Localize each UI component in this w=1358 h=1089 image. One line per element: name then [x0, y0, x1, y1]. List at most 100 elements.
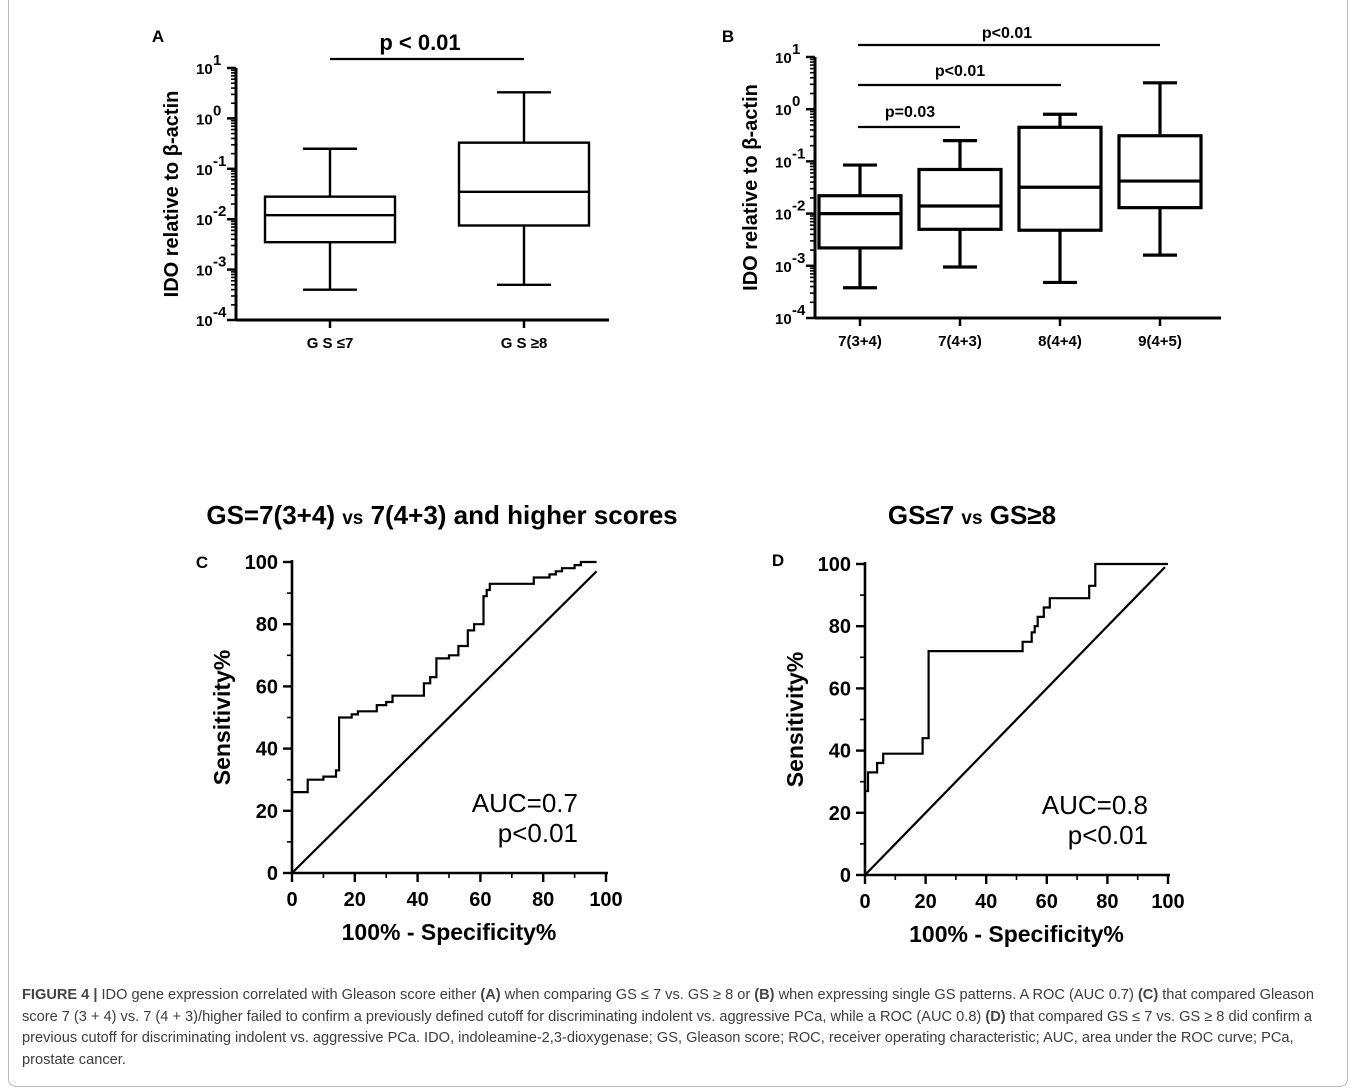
y-tick-exponent: -3	[213, 254, 226, 271]
x-tick-label: 60	[1036, 891, 1058, 913]
p-value-annotation: p<0.01	[498, 818, 578, 848]
box-1	[817, 163, 903, 290]
y-tick-label: 10	[196, 313, 213, 330]
y-tick-exponent: 0	[213, 102, 221, 119]
roc-curve	[865, 562, 1168, 793]
iqr-box	[1117, 134, 1203, 210]
x-tick-label: 0	[859, 891, 870, 913]
chart-title-part: GS=7(3+4)	[206, 500, 342, 530]
x-axis-title: 100% - Specificity%	[909, 921, 1124, 947]
y-tick-label: 10	[775, 154, 792, 171]
y-tick-exponent: -2	[792, 198, 805, 215]
iqr-box	[917, 167, 1003, 231]
x-axis-title: 100% - Specificity%	[342, 919, 557, 945]
y-tick-label: 10	[196, 212, 213, 229]
caption-segment: (C)	[1137, 987, 1159, 1003]
panel-letter-b: B	[722, 27, 734, 46]
iqr-box	[457, 141, 591, 227]
box-1	[263, 147, 397, 291]
x-tick-label: 8(4+4)	[1038, 333, 1082, 350]
chart-title-part: vs	[342, 508, 363, 529]
significance-label: p<0.01	[935, 63, 985, 80]
y-tick-exponent: -3	[792, 250, 805, 267]
auc-annotation: AUC=0.7	[472, 788, 578, 818]
x-tick-label: G S ≥8	[501, 335, 548, 352]
caption-segment: when comparing GS ≤ 7 vs. GS ≥ 8 or	[500, 987, 755, 1003]
box-4	[1117, 81, 1203, 257]
panel-letter-d: D	[772, 551, 784, 570]
y-tick-label: 80	[829, 616, 851, 638]
y-tick-label: 0	[840, 865, 851, 887]
x-tick-label: G S ≤7	[307, 335, 354, 352]
x-tick-label: 20	[344, 889, 366, 911]
caption-segment: that compared GS ≤ 7 vs. GS ≥ 8 did conf…	[22, 1008, 1313, 1068]
y-tick-label: 10	[775, 259, 792, 276]
reference-diagonal	[291, 570, 598, 874]
reference-diagonal	[864, 566, 1166, 876]
y-tick-exponent: -1	[213, 153, 226, 170]
x-tick-label: 40	[406, 889, 428, 911]
y-tick-label: 20	[256, 801, 278, 823]
y-axis-title: IDO relative to β-actin	[161, 91, 183, 298]
x-tick-label: 80	[1096, 891, 1118, 913]
y-tick-label: 10	[196, 111, 213, 128]
x-tick-label: 9(4+5)	[1138, 333, 1182, 350]
panel-letter-a: A	[152, 27, 164, 46]
y-tick-label: 10	[775, 311, 792, 328]
y-tick-label: 10	[775, 102, 792, 119]
y-tick-label: 10	[775, 207, 792, 224]
y-tick-label: 10	[196, 162, 213, 179]
y-tick-label: 20	[829, 803, 851, 825]
x-tick-label: 7(3+4)	[838, 333, 882, 350]
chart-title-part: GS≥8	[983, 500, 1057, 530]
x-tick-label: 20	[914, 891, 936, 913]
iqr-box	[817, 194, 903, 250]
y-tick-exponent: 0	[792, 93, 800, 110]
significance-label: p=0.03	[885, 104, 935, 121]
x-tick-label: 7(4+3)	[938, 333, 982, 350]
figure-caption: FIGURE 4 | IDO gene expression correlate…	[22, 985, 1337, 1071]
y-axis-title: Sensitivity%	[782, 652, 808, 788]
caption-label: FIGURE 4 |	[22, 987, 98, 1003]
x-tick-label: 0	[286, 889, 297, 911]
caption-segment: IDO gene expression correlated with Glea…	[97, 987, 481, 1003]
roc-curve	[292, 560, 597, 794]
x-tick-label: 40	[975, 891, 997, 913]
y-tick-exponent: -2	[213, 203, 226, 220]
y-tick-label: 0	[267, 863, 278, 885]
caption-segment: (D)	[985, 1008, 1006, 1025]
y-tick-exponent: -4	[792, 302, 806, 319]
caption-body: IDO gene expression correlated with Glea…	[22, 987, 1314, 1068]
y-tick-exponent: -1	[792, 145, 805, 162]
y-tick-label: 10	[196, 263, 213, 280]
chart-title: GS≤7 vs GS≥8	[888, 500, 1056, 530]
chart-title-part: 7(4+3) and higher scores	[363, 500, 677, 530]
caption-segment: (B)	[754, 987, 775, 1003]
y-tick-label: 40	[829, 741, 851, 763]
p-value-annotation: p<0.01	[1068, 820, 1148, 850]
x-tick-label: 100	[1151, 891, 1184, 913]
caption-segment: when expressing single GS patterns. A RO…	[774, 987, 1138, 1003]
y-tick-label: 100	[818, 554, 851, 576]
iqr-box	[1017, 125, 1103, 232]
caption-segment: (A)	[480, 987, 501, 1003]
box-2	[457, 91, 591, 286]
significance-label: p<0.01	[982, 25, 1032, 42]
chart-title: GS=7(3+4) vs 7(4+3) and higher scores	[206, 500, 677, 530]
chart-title-part: vs	[961, 508, 982, 529]
iqr-box	[263, 195, 397, 244]
y-tick-label: 60	[256, 676, 278, 698]
y-tick-label: 60	[829, 678, 851, 700]
y-tick-exponent: 1	[213, 52, 221, 69]
y-tick-label: 10	[196, 61, 213, 78]
auc-annotation: AUC=0.8	[1042, 790, 1148, 820]
y-tick-exponent: -4	[213, 304, 227, 321]
x-tick-label: 80	[532, 889, 554, 911]
panel-letter-c: C	[196, 553, 208, 572]
x-tick-label: 60	[469, 889, 491, 911]
y-tick-label: 40	[256, 739, 278, 761]
box-2	[917, 139, 1003, 269]
y-tick-label: 10	[775, 50, 792, 67]
